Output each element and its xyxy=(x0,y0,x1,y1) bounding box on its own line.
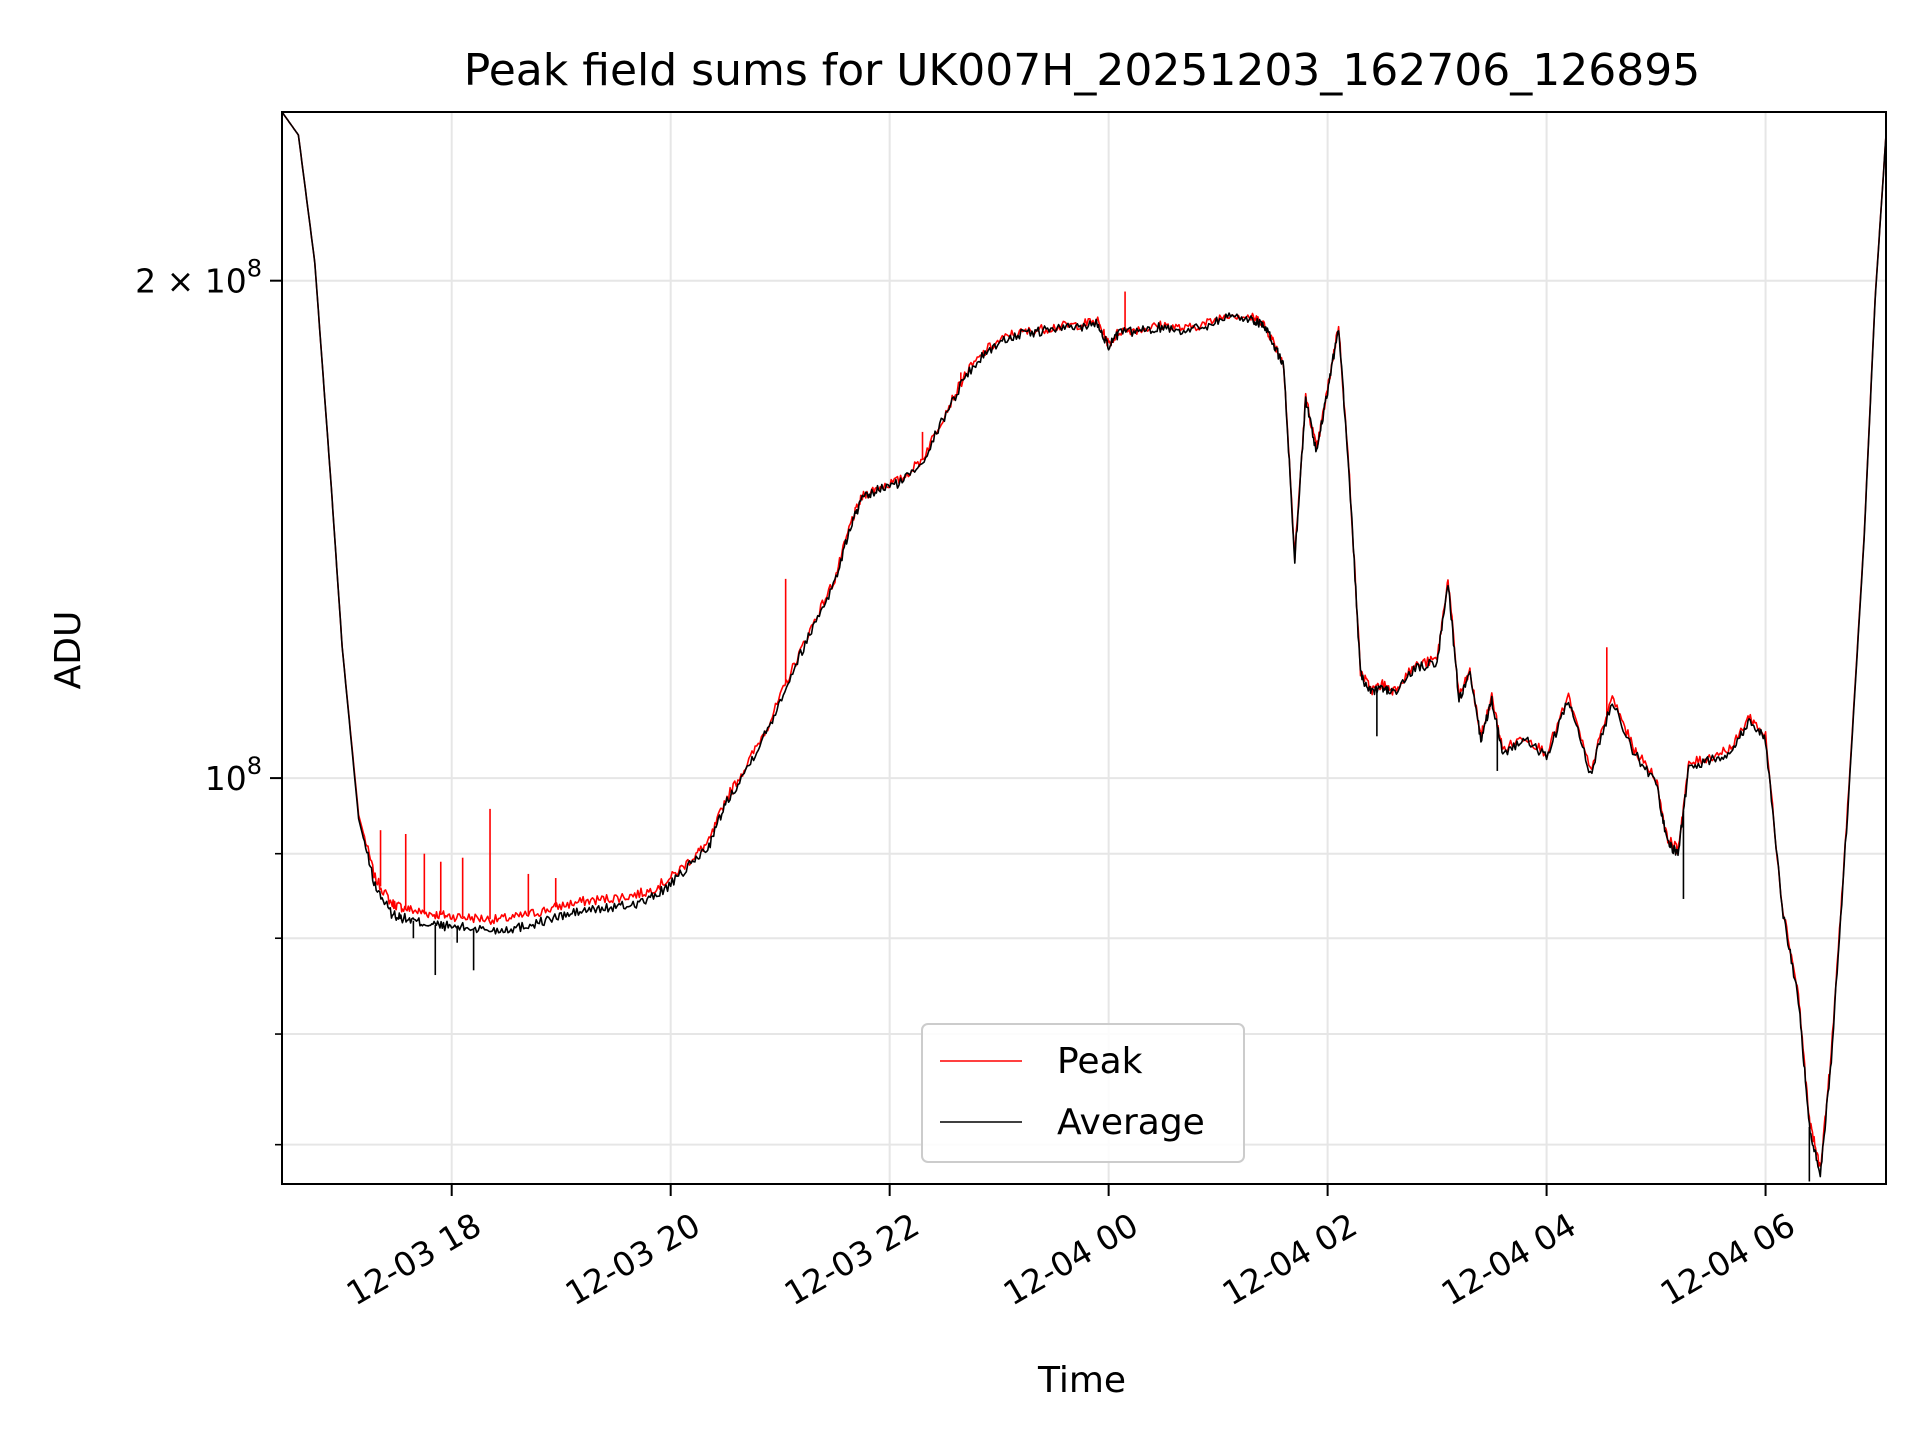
chart-title: Peak field sums for UK007H_20251203_1627… xyxy=(464,45,1700,96)
series-average-line xyxy=(281,111,1887,1178)
y-axis-label: ADU xyxy=(48,611,89,690)
y-tick-base: 10 xyxy=(205,262,247,301)
y-tick-coef: 2 × xyxy=(135,262,205,301)
y-tick-exponent: 8 xyxy=(247,752,262,780)
legend: Peak Average xyxy=(921,1023,1245,1163)
y-tick-base: 10 xyxy=(205,759,247,798)
x-axis-label: Time xyxy=(1037,1360,1126,1401)
legend-label-peak: Peak xyxy=(1057,1041,1143,1082)
series-layer xyxy=(281,111,1887,1182)
legend-box xyxy=(921,1023,1245,1163)
y-tick-exponent: 8 xyxy=(247,255,262,283)
plot-frame xyxy=(281,111,1887,1185)
legend-label-average: Average xyxy=(1057,1102,1205,1143)
y-tick-label: 108 xyxy=(205,752,262,798)
y-tick-label: 2 × 108 xyxy=(135,255,262,301)
